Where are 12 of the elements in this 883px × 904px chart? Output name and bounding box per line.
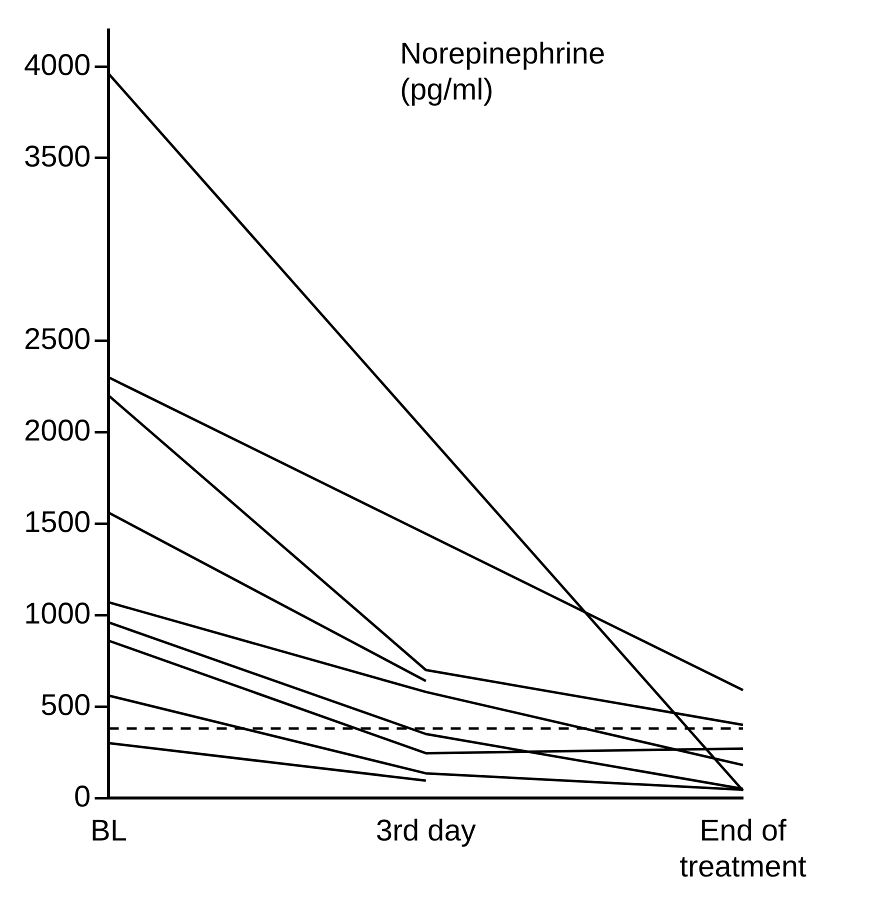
y-tick-label: 0 xyxy=(74,780,91,814)
y-axis-title: Norepinephrine (pg/ml) xyxy=(400,37,606,106)
x-tick-label: 3rd day xyxy=(376,814,476,848)
x-tick-label: BL xyxy=(90,814,128,848)
y-tick-label: 2500 xyxy=(24,323,91,356)
y-tick-label: 1500 xyxy=(24,506,91,539)
y-tick-label: 2000 xyxy=(24,414,91,448)
y-tick-label: 500 xyxy=(40,688,91,722)
x-tick-label: End of treatment xyxy=(680,814,808,884)
y-tick-label: 3500 xyxy=(24,140,91,174)
y-tick-label: 4000 xyxy=(24,48,91,82)
y-tick-label: 1000 xyxy=(24,597,91,630)
